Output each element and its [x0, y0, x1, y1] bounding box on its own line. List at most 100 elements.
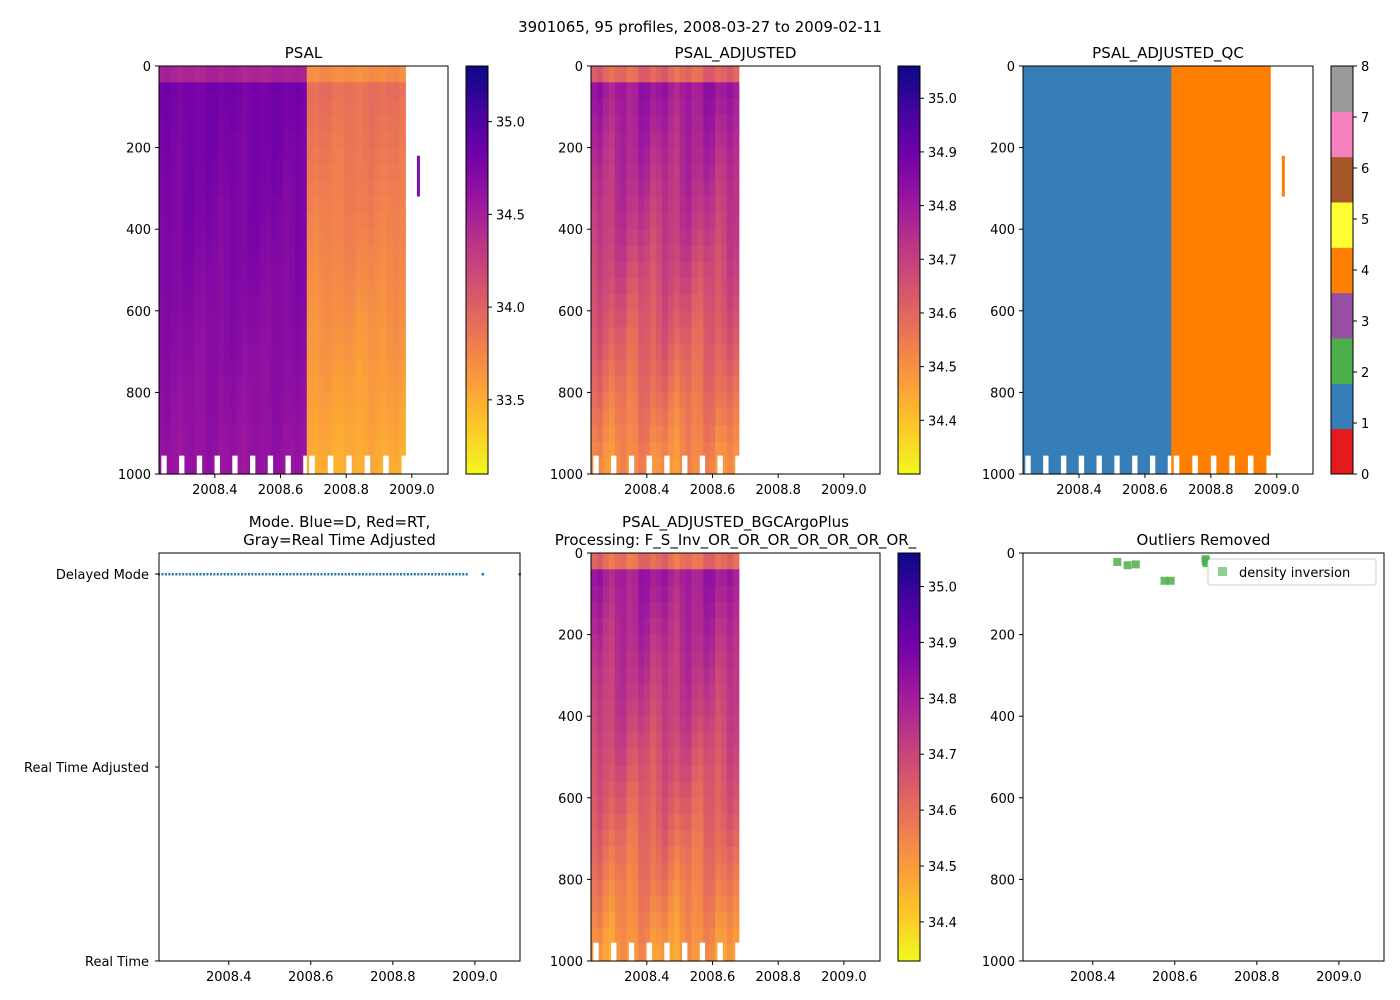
- heatmap-cell: [277, 180, 284, 198]
- heatmap-cell: [1088, 212, 1095, 230]
- heatmap-cell: [691, 425, 699, 442]
- heatmap-cell: [1239, 180, 1247, 198]
- heatmap-cell: [356, 229, 363, 247]
- heatmap-cell: [200, 196, 207, 214]
- heatmap-cell: [1046, 327, 1054, 345]
- heatmap-cell: [667, 863, 675, 880]
- heatmap-cell: [685, 229, 693, 247]
- heatmap-cell: [673, 912, 681, 929]
- heatmap-cell: [614, 912, 622, 929]
- heatmap-cell: [697, 376, 704, 393]
- heatmap-cell: [1196, 180, 1203, 198]
- colorbar-step: [466, 280, 488, 286]
- heatmap-cell: [325, 359, 333, 377]
- heatmap-cell: [218, 294, 225, 312]
- heatmap-cell: [176, 245, 184, 263]
- heatmap-cell: [200, 114, 207, 132]
- heatmap-cell: [1202, 196, 1209, 214]
- heatmap-cell: [1135, 196, 1143, 214]
- mode-point: [396, 573, 399, 576]
- heatmap-cell: [1141, 376, 1149, 393]
- heatmap-cell: [721, 928, 728, 946]
- heatmap-cell: [271, 408, 278, 426]
- heatmap-cell: [697, 245, 704, 263]
- heatmap-cell: [319, 82, 326, 100]
- heatmap-cell: [224, 180, 231, 198]
- mode-point: [234, 573, 237, 576]
- heatmap-cell: [650, 327, 657, 345]
- heatmap-cell: [661, 343, 669, 361]
- heatmap-cell: [399, 425, 406, 442]
- heatmap-cell: [715, 163, 722, 181]
- heatmap-cell: [650, 814, 657, 832]
- heatmap-cell: [312, 408, 320, 426]
- colorbar-step: [898, 127, 920, 133]
- heatmap-cell: [337, 425, 345, 442]
- heatmap-cell: [679, 425, 687, 442]
- heatmap-cell: [709, 650, 716, 668]
- mode-point: [272, 573, 275, 576]
- heatmap-cell: [200, 212, 207, 230]
- heatmap-cell: [679, 131, 687, 149]
- heatmap-cell: [283, 66, 290, 83]
- heatmap-cell: [656, 98, 663, 116]
- heatmap-cell: [679, 895, 687, 913]
- heatmap-cell: [638, 830, 645, 848]
- heatmap-cell: [602, 716, 610, 734]
- heatmap-cell: [1135, 278, 1143, 296]
- heatmap-cell: [715, 196, 722, 214]
- heatmap-cell: [644, 634, 651, 652]
- heatmap-cell: [1171, 66, 1179, 83]
- x-tick-label: 2008.4: [206, 970, 252, 985]
- heatmap-cell: [614, 278, 622, 296]
- heatmap-cell: [1064, 457, 1072, 475]
- heatmap-cell: [1129, 163, 1137, 181]
- heatmap-cell: [331, 408, 339, 426]
- heatmap-cell: [1147, 441, 1155, 459]
- colorbar-step: [898, 573, 920, 580]
- heatmap-cell: [673, 376, 681, 393]
- heatmap-cell: [1202, 392, 1209, 410]
- colorbar-tick-label: 34.7: [928, 253, 957, 268]
- heatmap-cell: [283, 212, 290, 230]
- heatmap-cell: [715, 601, 722, 619]
- heatmap-cell: [1076, 441, 1083, 459]
- heatmap-cell: [1165, 359, 1172, 377]
- heatmap-cell: [164, 310, 172, 328]
- heatmap-cell: [1263, 294, 1271, 312]
- heatmap-cell: [685, 294, 693, 312]
- heatmap-cell: [1208, 114, 1216, 132]
- heatmap-cell: [591, 814, 598, 832]
- colorbar-step: [466, 203, 488, 210]
- heatmap-cell: [1052, 212, 1060, 230]
- heatmap-cell: [229, 392, 237, 410]
- heatmap-cell: [715, 585, 722, 603]
- heatmap-cell: [265, 131, 272, 149]
- x-tick-label: 2009.0: [821, 483, 867, 498]
- heatmap-cell: [650, 879, 657, 897]
- heatmap-cell: [667, 425, 675, 442]
- heatmap-cell: [721, 82, 728, 100]
- heatmap-cell: [1233, 425, 1240, 442]
- heatmap-cell: [703, 618, 710, 636]
- heatmap-cell: [337, 294, 345, 312]
- heatmap-cell: [1111, 392, 1119, 410]
- heatmap-cell: [644, 601, 651, 619]
- heatmap-cell: [253, 196, 261, 214]
- heatmap-cell: [644, 830, 651, 848]
- heatmap-cell: [289, 425, 296, 442]
- heatmap-cell: [294, 392, 302, 410]
- heatmap-cell: [709, 797, 716, 815]
- heatmap-cell: [685, 343, 693, 361]
- heatmap-cell: [602, 180, 610, 198]
- heatmap-cell: [206, 278, 213, 296]
- heatmap-cell: [1257, 147, 1265, 165]
- heatmap-cell: [1183, 131, 1191, 149]
- heatmap-cell: [667, 748, 675, 766]
- heatmap-cell: [596, 212, 604, 230]
- heatmap-cell: [1196, 278, 1203, 296]
- heatmap-cell: [715, 392, 722, 410]
- heatmap-cell: [289, 310, 296, 328]
- heatmap-cell: [325, 441, 333, 459]
- heatmap-cell: [679, 310, 687, 328]
